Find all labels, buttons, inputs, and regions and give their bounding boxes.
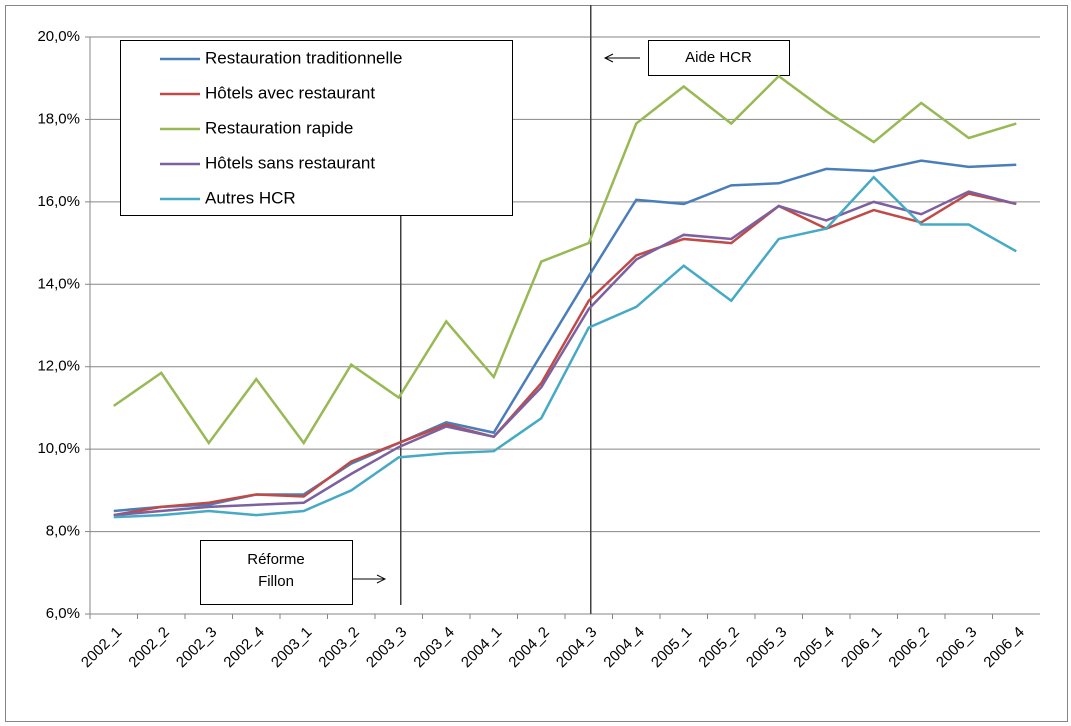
series-line	[113, 175, 1017, 519]
legend-label: Hôtels sans restaurant	[205, 153, 375, 172]
series-line	[113, 74, 1017, 446]
annotation-text: Aide HCR	[685, 49, 752, 66]
legend-label: Autres HCR	[205, 188, 296, 207]
annotation-arrowhead	[376, 574, 387, 584]
annotation-box	[648, 40, 790, 76]
series-line	[113, 190, 1017, 517]
y-tick-label: 14,0%	[37, 275, 80, 292]
legend-label: Hôtels avec restaurant	[205, 83, 375, 102]
legend-label: Restauration rapide	[205, 118, 353, 137]
annotation-text: Réforme	[247, 551, 305, 568]
y-tick-label: 12,0%	[37, 358, 80, 375]
annotation-box	[200, 540, 353, 605]
legend-label: Restauration traditionnelle	[205, 48, 403, 67]
y-tick-label: 20,0%	[37, 28, 80, 45]
y-tick-label: 18,0%	[37, 110, 80, 127]
y-tick-label: 16,0%	[37, 193, 80, 210]
series-line	[113, 192, 1017, 517]
y-tick-label: 8,0%	[46, 523, 80, 540]
annotation-arrowhead	[603, 53, 614, 63]
y-tick-label: 10,0%	[37, 440, 80, 457]
annotation-text: Fillon	[258, 573, 294, 590]
y-tick-label: 6,0%	[46, 605, 80, 622]
